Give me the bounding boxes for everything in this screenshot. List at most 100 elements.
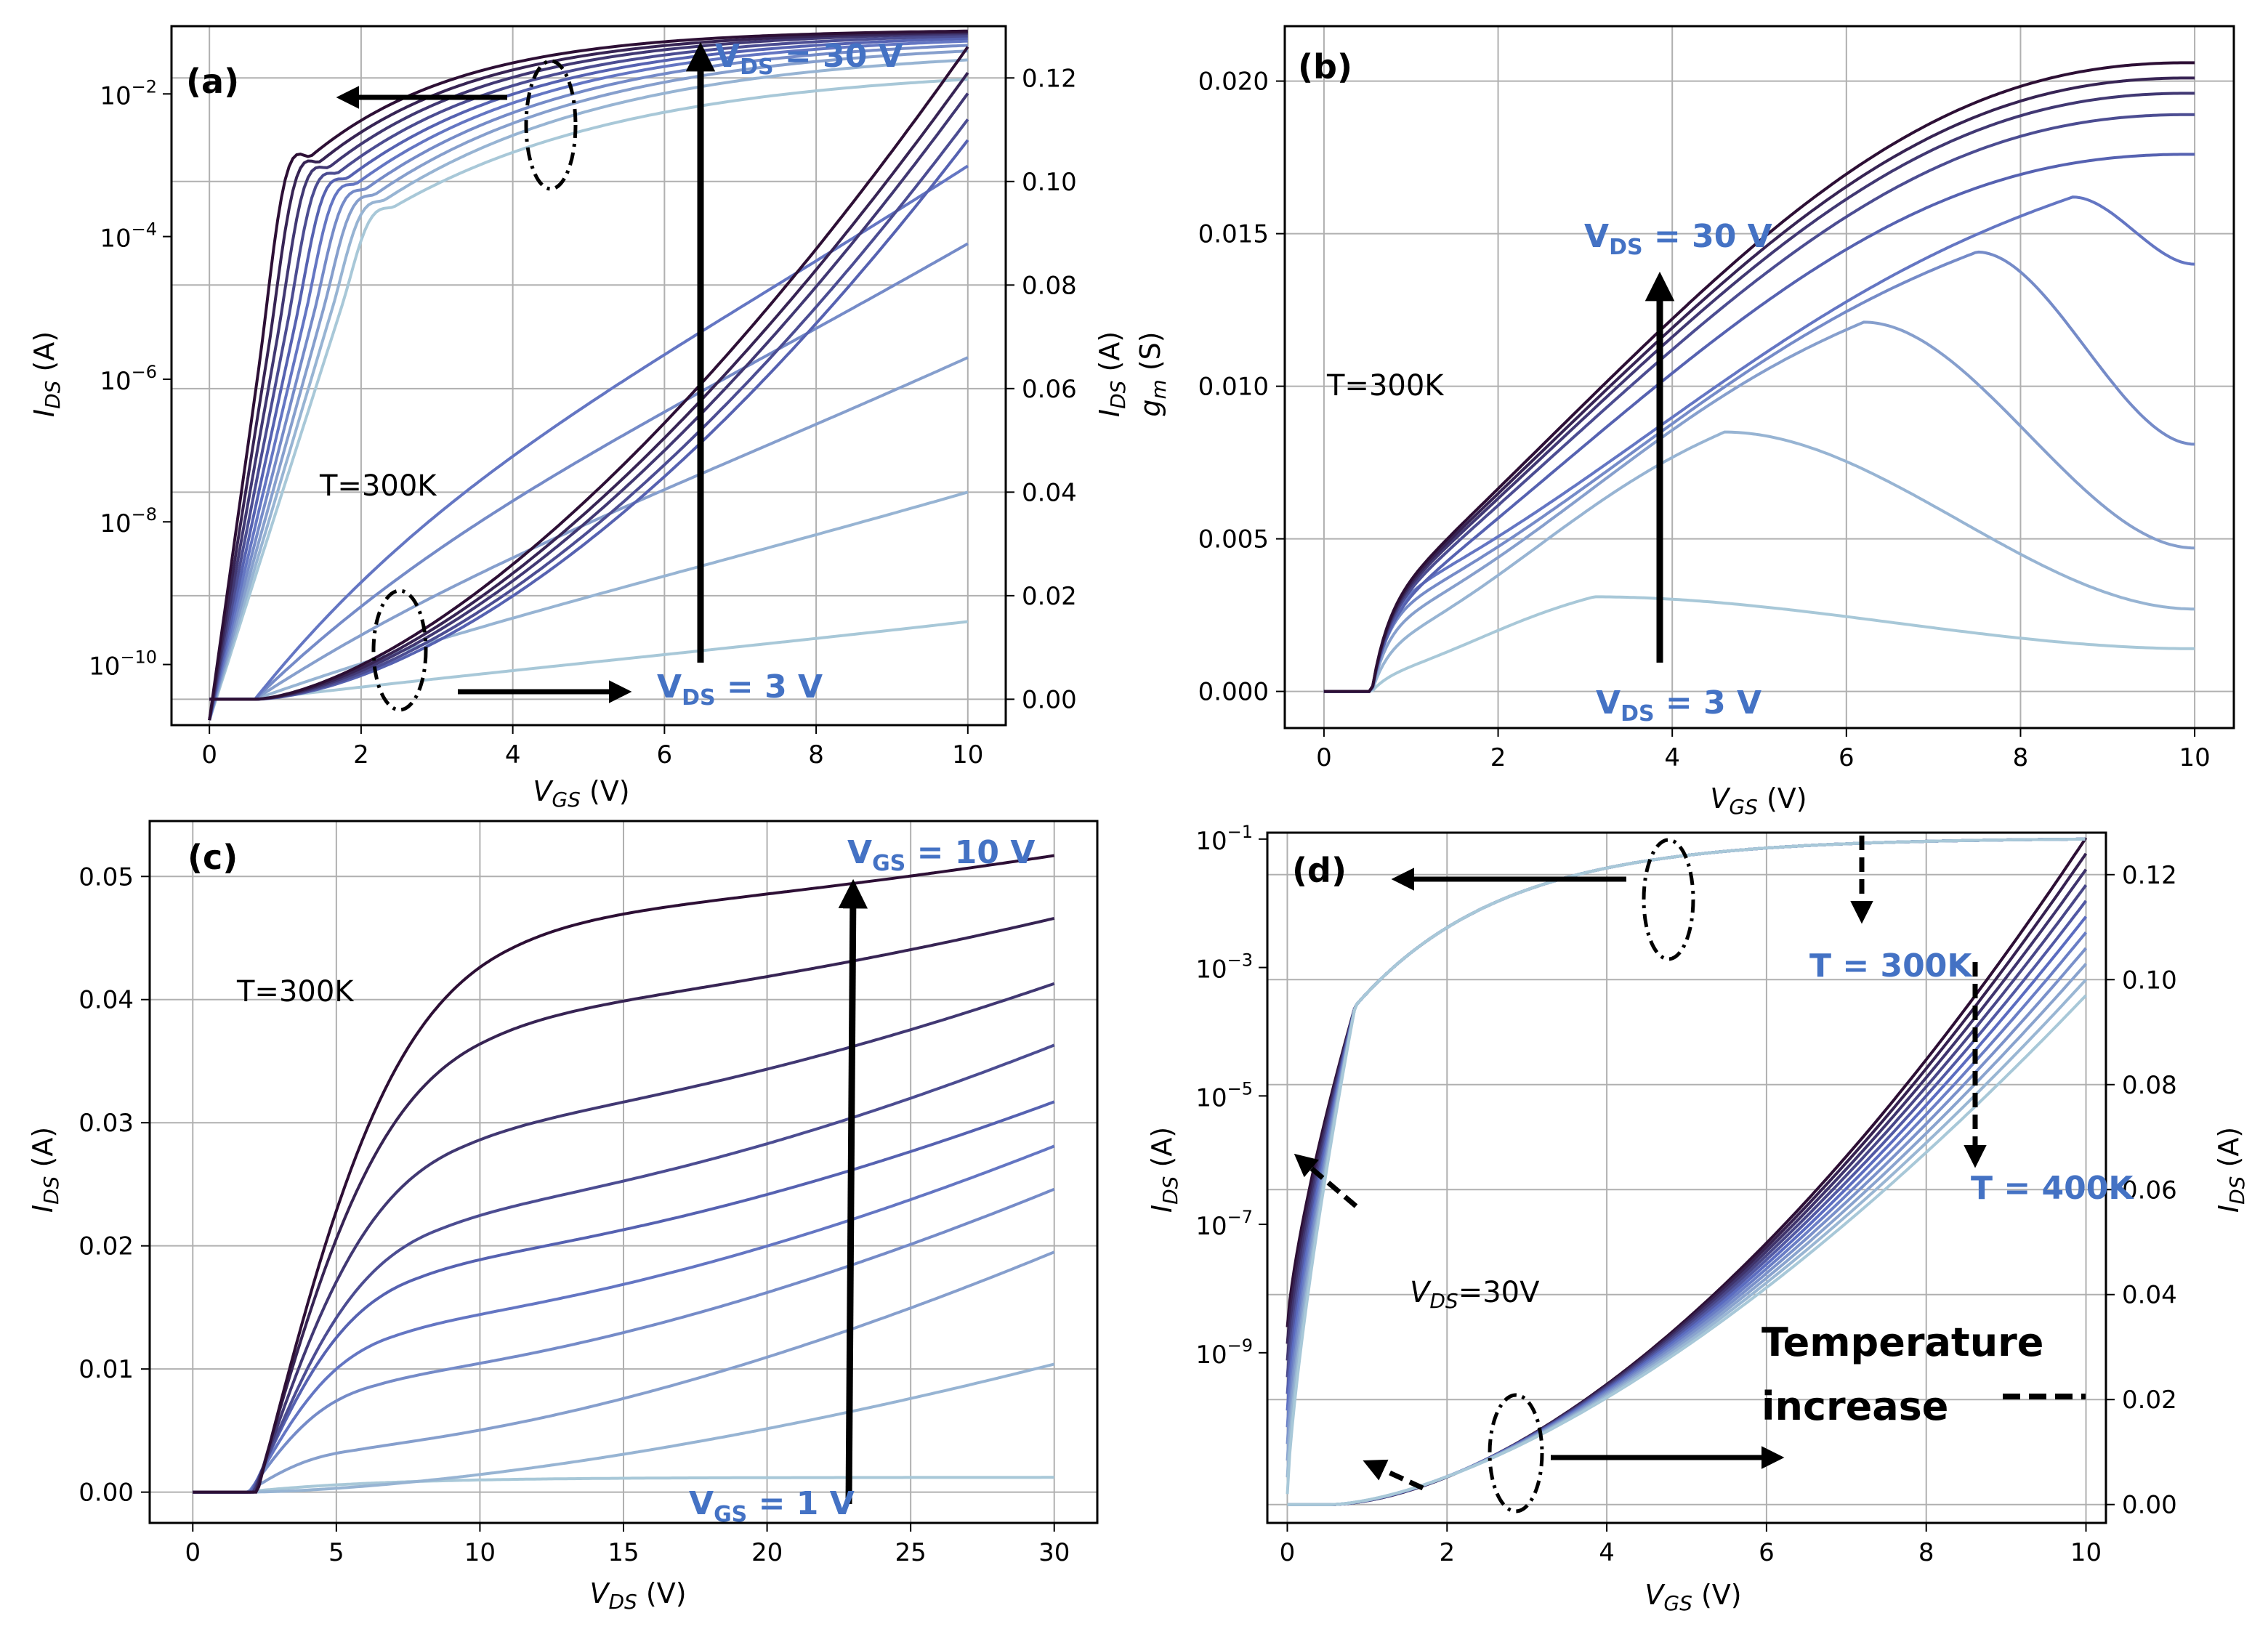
panel-a-y-right-tick-label: 0.04 (1022, 478, 1077, 507)
panel-a-y-left-tick-label: 10−4 (100, 219, 157, 254)
panel-c-output-curve-vgs-10 (193, 854, 1055, 1494)
panel-b-gm-curve-vds-30 (1323, 61, 2195, 693)
panel-b-xlabel: VGS (V) (1710, 783, 1807, 819)
panel-d-ellipse-bottom (1488, 1393, 1544, 1513)
panel-c-x-tick-label: 10 (464, 1538, 496, 1567)
panel-d-log-curve-320K (1286, 837, 2086, 1361)
panel-d: 0 2 4 6 8 10 10−1 10−3 10−5 10−7 10−9 0.12 0.10 0.0… (1146, 822, 2249, 1615)
panel-d-y-right-tick-label: 0.04 (2122, 1281, 2177, 1310)
panel-b-vds-bottom-label: VDS = 3 V (1596, 684, 1761, 727)
panel-a-x-tick-label: 4 (505, 740, 521, 769)
panel-a-vds-bottom-label: VDS = 3 V (657, 668, 823, 711)
panel-a-linear-curve-vds-3 (209, 620, 969, 701)
panel-d-y-left-tick-label: 10−3 (1195, 950, 1253, 985)
panel-b-y-tick-label: 0.010 (1198, 373, 1269, 402)
panel-d-dashed-arrow-bottom (1363, 1459, 1424, 1491)
panel-a-y-right-tick-label: 0.08 (1022, 271, 1077, 300)
panel-d-t400-label: T = 400K (1971, 1170, 2134, 1207)
panel-b-gm-curve-vds-9 (1323, 320, 2195, 693)
panel-d-ylabel-left: IDS (A) (1146, 1127, 1182, 1213)
panel-d-x-tick-label: 2 (1439, 1538, 1455, 1567)
panel-d-y-right-tick-label: 0.08 (2122, 1071, 2177, 1100)
panel-c-x-ticks: 0 5 10 15 20 25 30 (185, 1523, 1070, 1567)
panel-a-frame (170, 25, 1007, 727)
panel-b-y-tick-label: 0.000 (1198, 678, 1269, 707)
panel-d-linear-curve-370K (1287, 947, 2088, 1506)
panel-d-ylabel-right: IDS (A) (2213, 1127, 2249, 1213)
panel-a-ylabel-right: IDS (A) (1094, 331, 1130, 417)
panel-c-y-tick-label: 0.04 (78, 986, 134, 1015)
panel-b-gm-curve-vds-27 (1323, 76, 2195, 693)
panel-b-gm-curve-vds-15 (1323, 195, 2195, 693)
panel-a-ylabel-left: IDS (A) (28, 331, 65, 417)
panel-c-x-tick-label: 30 (1038, 1538, 1070, 1567)
panel-c-output-curve-vgs-3 (193, 1250, 1055, 1494)
panel-d-log-curve-380K (1286, 837, 2086, 1461)
panel-b-y-ticks: 0.020 0.015 0.010 0.005 0.000 (1198, 68, 1285, 707)
panel-c-gridlines (150, 821, 1097, 1523)
panel-a-linear-curve-vds-15 (209, 164, 969, 701)
panel-b-y-tick-label: 0.005 (1198, 525, 1269, 554)
panel-c-output-curve-vgs-4 (193, 1187, 1055, 1494)
panel-d-log-curve-310K (1286, 837, 2086, 1344)
panel-a-log-curve-vds-27 (208, 31, 968, 721)
panel-c-y-tick-label: 0.02 (78, 1232, 134, 1261)
panel-b-gm-curve-vds-24 (1323, 92, 2195, 693)
panel-d-y-left-ticks: 10−1 10−3 10−5 10−7 10−9 (1195, 822, 1267, 1370)
panel-a-y-right-tick-label: 0.02 (1022, 582, 1077, 611)
panel-d-y-right-ticks: 0.12 0.10 0.08 0.06 0.04 0.02 0.00 (2106, 861, 2177, 1520)
panel-a-linear-curve-vds-12 (209, 242, 969, 701)
panel-d-x-tick-label: 10 (2070, 1538, 2102, 1567)
panel-d-frame (1266, 831, 2107, 1524)
panel-b-gm-curve-vds-21 (1323, 113, 2195, 693)
panel-c-y-tick-label: 0.00 (78, 1479, 134, 1508)
panel-a-curves (208, 29, 969, 721)
panel-d-y-right-tick-label: 0.10 (2122, 966, 2177, 995)
panel-a-x-tick-label: 6 (657, 740, 673, 769)
panel-a-log-curve-vds-6 (208, 58, 968, 721)
panel-d-log-curve-330K (1286, 837, 2086, 1378)
panel-a-y-right-ticks: 0.12 0.10 0.08 0.06 0.04 0.02 0.00 (1006, 64, 1077, 714)
panel-c-vgs-bottom-label: VGS = 1 V (689, 1485, 855, 1527)
panel-c-output-curve-vgs-7 (193, 1043, 1055, 1494)
panel-c-output-curve-vgs-1 (193, 1476, 1054, 1494)
panel-d-y-right-tick-label: 0.02 (2122, 1386, 2177, 1415)
panel-d-linear-curve-390K (1287, 978, 2087, 1506)
panel-a-temp-label: T=300K (319, 469, 437, 503)
panel-d-temp-increase-line2: increase (1761, 1383, 1948, 1429)
panel-a-y-left-tick-label: 10−8 (100, 504, 157, 538)
panel-c-x-tick-label: 5 (328, 1538, 344, 1567)
panel-a-log-curve-vds-15 (208, 39, 968, 721)
panel-c-x-tick-label: 0 (185, 1538, 201, 1567)
panel-a-x-tick-label: 2 (353, 740, 369, 769)
panel-d-x-ticks: 0 2 4 6 8 10 (1280, 1523, 2102, 1567)
panel-c-x-tick-label: 15 (608, 1538, 639, 1567)
panel-b-gm-curve-vds-3 (1323, 595, 2195, 693)
panel-a-linear-curve-vds-18 (209, 139, 969, 701)
panel-b-gridlines (1285, 26, 2234, 728)
panel-c-y-tick-label: 0.03 (78, 1109, 134, 1138)
panel-d-y-right-tick-label: 0.06 (2122, 1176, 2177, 1205)
panel-a-linear-curve-vds-30 (209, 46, 969, 701)
panel-d-vds-label: VDS=30V (1410, 1276, 1540, 1313)
panel-d-t300-label: T = 300K (1809, 947, 1973, 985)
panel-a-y-right-tick-label: 0.10 (1022, 168, 1077, 197)
panel-d-y-left-tick-label: 10−7 (1195, 1207, 1253, 1241)
panel-d-x-tick-label: 8 (1918, 1538, 1934, 1567)
panel-b-temp-label: T=300K (1326, 369, 1445, 403)
panel-a-x-tick-label: 0 (201, 740, 217, 769)
panel-d-y-right-tick-label: 0.12 (2122, 861, 2177, 890)
panel-d-gridlines (1267, 833, 2106, 1523)
panel-c-ylabel: IDS (A) (27, 1127, 63, 1213)
panel-c-output-curve-vgs-8 (193, 982, 1055, 1494)
panel-c-output-curve-vgs-6 (193, 1100, 1055, 1494)
panel-a-linear-curve-vds-24 (209, 92, 969, 701)
panel-a-y-left-tick-label: 10−2 (100, 76, 157, 110)
panel-b-x-tick-label: 6 (1839, 743, 1855, 772)
panel-d-linear-curve-340K (1287, 900, 2088, 1506)
panel-a-linear-curve-vds-9 (209, 356, 969, 701)
panel-a-log-curve-vds-18 (208, 36, 968, 721)
panel-a-log-curve-vds-21 (208, 34, 968, 721)
panel-c-x-tick-label: 25 (895, 1538, 927, 1567)
panel-b-x-tick-label: 10 (2179, 743, 2210, 772)
